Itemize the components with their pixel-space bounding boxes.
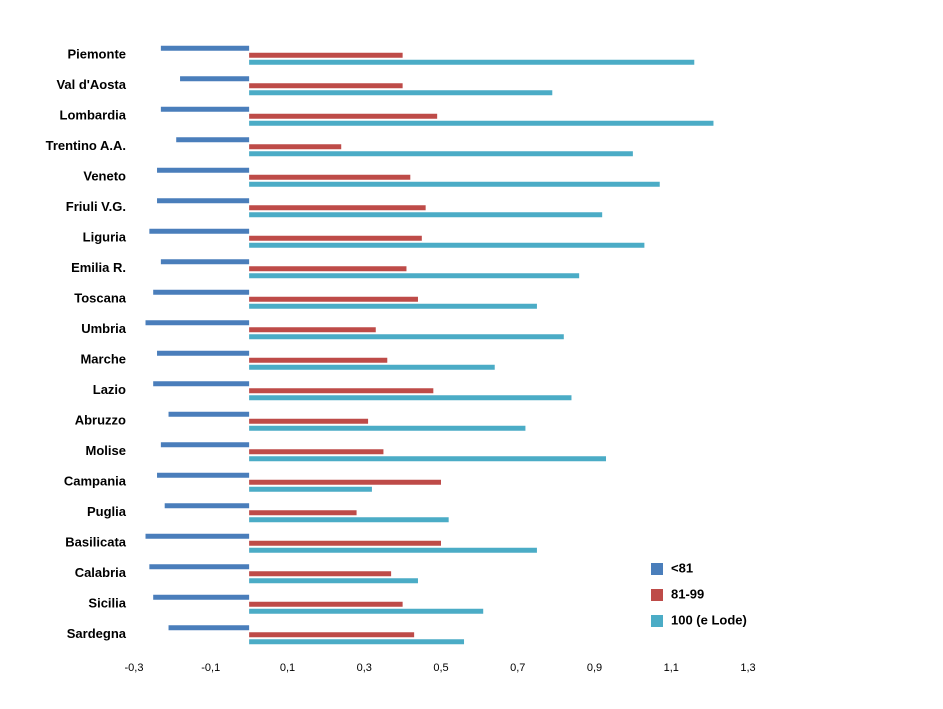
bar	[164, 503, 250, 509]
y-tick-label: Trentino A.A.	[46, 138, 126, 153]
y-tick-label: Sicilia	[88, 596, 126, 611]
bar	[249, 456, 607, 462]
bar	[249, 303, 537, 309]
x-tick-label: 0,1	[280, 662, 295, 674]
y-tick-label: Calabria	[75, 565, 127, 580]
bar	[249, 510, 357, 516]
x-tick-label: 0,7	[510, 662, 525, 674]
x-tick-label: 1,1	[664, 662, 679, 674]
legend-swatch	[651, 589, 663, 601]
bar	[249, 486, 372, 492]
bar	[249, 364, 495, 370]
bar	[157, 350, 250, 356]
bar	[249, 113, 438, 119]
y-tick-label: Umbria	[81, 321, 127, 336]
bar	[249, 273, 580, 279]
y-tick-label: Marche	[80, 352, 126, 367]
bar	[249, 144, 342, 150]
bar	[180, 76, 250, 82]
bar	[249, 578, 418, 584]
bar	[160, 442, 250, 448]
bar	[160, 45, 250, 51]
y-tick-label: Friuli V.G.	[66, 199, 126, 214]
bar	[249, 327, 376, 333]
bar	[249, 449, 384, 455]
bar	[249, 212, 603, 218]
bar	[249, 296, 418, 302]
x-tick-label: -0,1	[201, 662, 220, 674]
y-tick-label: Puglia	[87, 504, 127, 519]
bar	[157, 167, 250, 173]
bar	[249, 639, 465, 645]
bar	[249, 83, 403, 89]
y-tick-label: Lombardia	[60, 108, 127, 123]
bar	[249, 517, 449, 523]
bar	[249, 266, 407, 272]
bar	[249, 59, 695, 65]
legend-swatch	[651, 563, 663, 575]
x-tick-label: -0,3	[125, 662, 144, 674]
bar	[249, 425, 526, 431]
x-tick-label: 1,3	[740, 662, 755, 674]
bar	[168, 411, 250, 417]
bar	[145, 320, 250, 326]
bar	[249, 357, 388, 363]
y-tick-label: Lazio	[93, 382, 126, 397]
y-tick-label: Abruzzo	[75, 413, 126, 428]
bar	[249, 388, 434, 394]
y-tick-label: Molise	[86, 443, 126, 458]
bar	[249, 334, 564, 340]
x-tick-label: 0,5	[433, 662, 448, 674]
bar	[249, 242, 645, 248]
x-tick-label: 0,9	[587, 662, 602, 674]
y-tick-label: Piemonte	[67, 47, 126, 62]
bar	[249, 479, 441, 485]
bar	[149, 228, 250, 234]
bar	[153, 381, 250, 387]
legend-label: <81	[671, 560, 693, 575]
y-tick-label: Liguria	[83, 230, 127, 245]
bar	[249, 235, 422, 241]
bar	[249, 151, 633, 157]
bar	[249, 90, 553, 96]
bar	[160, 259, 250, 265]
y-tick-label: Veneto	[83, 169, 126, 184]
bar	[145, 533, 250, 539]
bar	[176, 137, 250, 143]
y-tick-label: Emilia R.	[71, 260, 126, 275]
y-tick-label: Toscana	[74, 291, 127, 306]
bar	[249, 608, 484, 614]
bar	[153, 594, 250, 600]
bar	[249, 205, 426, 211]
bar	[249, 120, 714, 126]
bar	[149, 564, 250, 570]
bar	[249, 174, 411, 180]
bar	[160, 106, 250, 112]
legend-swatch	[651, 615, 663, 627]
bar	[157, 198, 250, 204]
bar	[249, 395, 572, 401]
bar	[249, 571, 392, 577]
bar	[249, 540, 441, 546]
bar	[153, 289, 250, 295]
legend-label: 100 (e Lode)	[671, 612, 747, 627]
y-tick-label: Campania	[64, 474, 127, 489]
bar	[168, 625, 250, 631]
legend-label: 81-99	[671, 586, 704, 601]
bar	[249, 52, 403, 58]
y-tick-label: Basilicata	[65, 535, 126, 550]
bar	[249, 601, 403, 607]
bar	[157, 472, 250, 478]
bar	[249, 181, 660, 187]
x-tick-label: 0,3	[357, 662, 372, 674]
y-tick-label: Val d'Aosta	[56, 77, 126, 92]
bar	[249, 418, 369, 424]
bar	[249, 547, 537, 553]
y-tick-label: Sardegna	[67, 626, 127, 641]
bar	[249, 632, 415, 638]
